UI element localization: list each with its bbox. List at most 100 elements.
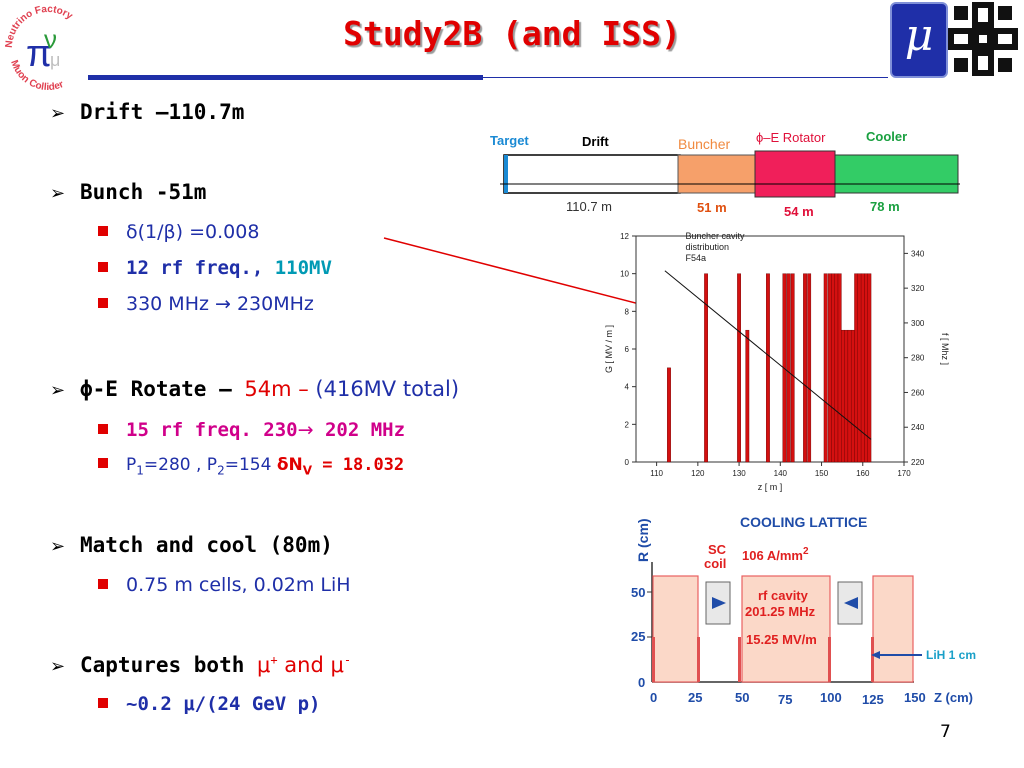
sub-bullet-rf-freq: 12 rf freq., 110MV bbox=[98, 257, 332, 279]
rf-cavity-label: rf cavity bbox=[758, 588, 809, 603]
y-tick-label: 4 bbox=[625, 383, 630, 392]
chart-bar bbox=[831, 273, 835, 463]
x-tick-label: 110 bbox=[650, 469, 663, 478]
logo-pi: π bbox=[26, 33, 52, 75]
cooler-length: 78 m bbox=[870, 199, 900, 214]
y-tick-label: 10 bbox=[620, 270, 629, 279]
x-axis-label: z [ m ] bbox=[758, 482, 783, 492]
y-tick-label: 12 bbox=[620, 232, 629, 241]
x-tick-label: 140 bbox=[774, 469, 788, 478]
cavity-region bbox=[872, 575, 914, 683]
rf-freq-label: 201.25 MHz bbox=[745, 604, 816, 619]
chart-bar bbox=[782, 273, 787, 463]
square-bullet-icon bbox=[98, 424, 108, 434]
chart-bar bbox=[803, 273, 807, 463]
lattice-xtick: 50 bbox=[735, 690, 749, 705]
buncher-cavity-chart: 110 120 130 140 150 160 170 0 2 4 6 8 10 12 220 240 260 2… bbox=[604, 231, 950, 492]
lattice-xtick: 100 bbox=[820, 690, 842, 705]
lattice-xlabel: Z (cm) bbox=[934, 690, 973, 705]
lattice-ytick: 25 bbox=[631, 629, 645, 644]
lattice-xtick: 0 bbox=[650, 690, 657, 705]
chart-bar bbox=[737, 273, 741, 463]
arrow-bullet-icon: ➢ bbox=[50, 103, 66, 124]
bullet-match: ➢ Match and cool (80m) bbox=[50, 533, 333, 557]
cooler-segment bbox=[834, 154, 959, 194]
chart-bar bbox=[847, 329, 852, 463]
arrow-bullet-icon: ➢ bbox=[50, 536, 66, 557]
x-tick-label: 130 bbox=[732, 469, 746, 478]
target-segment bbox=[504, 155, 508, 193]
right-arrow-icon bbox=[712, 597, 726, 609]
chart-bar bbox=[857, 273, 862, 463]
buncher-segment bbox=[677, 154, 756, 194]
sub-bullet-power: P1=280 , P2=154 δNV = 18.032 bbox=[98, 455, 404, 477]
square-bullet-icon bbox=[98, 226, 108, 236]
y-tick-label: 2 bbox=[625, 420, 630, 429]
lattice-title: COOLING LATTICE bbox=[740, 514, 867, 530]
y2-tick-label: 220 bbox=[911, 458, 925, 467]
square-bullet-icon bbox=[98, 579, 108, 589]
chart-bar bbox=[844, 329, 849, 463]
cavity-region bbox=[652, 575, 699, 683]
y-tick-label: 0 bbox=[625, 458, 630, 467]
sc-label: SC bbox=[708, 542, 727, 557]
cooler-label: Cooler bbox=[866, 129, 907, 144]
lattice-ytick: 50 bbox=[631, 585, 645, 600]
title-underline-thick bbox=[88, 75, 483, 80]
buncher-length: 51 m bbox=[697, 200, 727, 215]
current-label: 106 A/mm2 bbox=[742, 546, 809, 563]
square-bullet-icon bbox=[98, 262, 108, 272]
svg-text:μ: μ bbox=[50, 50, 60, 70]
x-tick-label: 160 bbox=[856, 469, 870, 478]
y-tick-label: 8 bbox=[625, 307, 630, 316]
square-bullet-icon bbox=[98, 458, 108, 468]
chart-bar bbox=[766, 273, 770, 463]
bullet-captures: ➢ Captures both μ+ and μ- bbox=[50, 653, 352, 677]
rotator-segment bbox=[754, 150, 836, 198]
y2-tick-label: 280 bbox=[911, 354, 925, 363]
bullet-bunch: ➢ Bunch -51m bbox=[50, 180, 207, 204]
sub-bullet-cells: 0.75 m cells, 0.02m LiH bbox=[98, 574, 351, 596]
chart-annotation: Buncher cavity bbox=[685, 231, 745, 241]
drift-segment bbox=[503, 154, 681, 194]
chart-bar bbox=[834, 273, 839, 463]
rotator-label: ϕ–E Rotator bbox=[756, 130, 826, 145]
square-bullet-icon bbox=[98, 298, 108, 308]
lattice-xtick: 125 bbox=[862, 692, 884, 707]
mu-logo: μ bbox=[890, 2, 948, 78]
chart-annotation: F54a bbox=[685, 253, 706, 263]
chart-bar bbox=[704, 273, 708, 463]
y2-tick-label: 260 bbox=[911, 388, 925, 397]
drift-label: Drift bbox=[582, 134, 609, 149]
rotator-length: 54 m bbox=[784, 204, 814, 219]
y2-axis-label: f [ Mhz ] bbox=[940, 333, 950, 365]
y2-tick-label: 300 bbox=[911, 319, 925, 328]
chart-bar bbox=[850, 329, 855, 463]
square-bullet-icon bbox=[98, 698, 108, 708]
drift-length: 110.7 m bbox=[566, 199, 612, 214]
y2-tick-label: 320 bbox=[911, 284, 925, 293]
left-arrow-icon bbox=[844, 597, 858, 609]
lih-label: LiH 1 cm bbox=[926, 648, 976, 662]
bullet-drift: ➢ Drift –110.7m bbox=[50, 100, 245, 124]
logo-nu: ν bbox=[44, 24, 57, 54]
arrow-bullet-icon: ➢ bbox=[50, 380, 66, 401]
y-axis-label: G [ MV / m ] bbox=[604, 325, 614, 373]
rf-field-label: 15.25 MV/m bbox=[746, 632, 817, 647]
chart-bar bbox=[837, 273, 842, 463]
slide-title: Study2B (and ISS) bbox=[343, 14, 681, 53]
sub-bullet-rotate-freq: 15 rf freq. 230→ 202 MHz bbox=[98, 419, 405, 441]
x-tick-label: 150 bbox=[815, 469, 829, 478]
target-label: Target bbox=[490, 133, 529, 148]
chart-bar bbox=[790, 273, 795, 463]
coil-label: coil bbox=[704, 556, 726, 571]
chart-bar bbox=[667, 367, 671, 463]
arrow-bullet-icon: ➢ bbox=[50, 656, 66, 677]
lattice-xtick: 75 bbox=[778, 692, 792, 707]
bullet-rotate: ➢ ϕ-E Rotate – 54m – (416MV total) bbox=[50, 377, 460, 401]
chart-bar bbox=[867, 273, 872, 463]
cavity-region bbox=[741, 575, 831, 683]
x-tick-label: 120 bbox=[691, 469, 705, 478]
title-underline-thin bbox=[483, 77, 888, 78]
sub-bullet-mhz: 330 MHz → 230MHz bbox=[98, 293, 314, 315]
